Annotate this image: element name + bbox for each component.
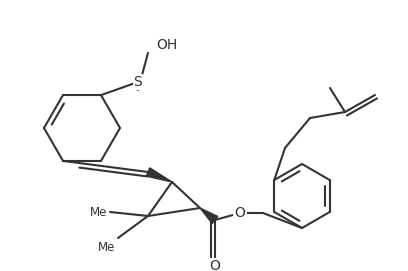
Polygon shape [146, 168, 172, 182]
Text: O: O [210, 259, 220, 271]
Text: OH: OH [156, 38, 177, 52]
Text: Me: Me [90, 205, 107, 218]
Text: S: S [134, 75, 142, 89]
Polygon shape [200, 208, 218, 224]
Text: Me: Me [98, 241, 115, 254]
Text: O: O [235, 206, 246, 220]
